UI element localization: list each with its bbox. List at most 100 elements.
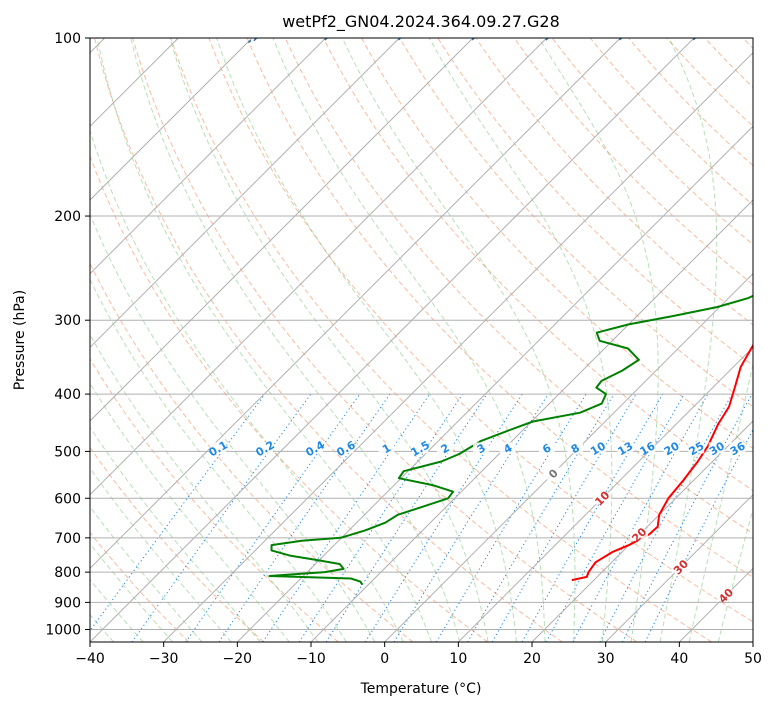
dry-adiabat <box>208 38 753 623</box>
mixing-ratio-line <box>393 393 549 642</box>
mixing-ratio-label-bg <box>639 442 656 454</box>
x-tick-label: −20 <box>223 651 253 667</box>
y-tick-label: 1000 <box>45 622 81 638</box>
plot-area: -100-90-80-70-60-50-40-30-20-10010203040… <box>90 21 753 642</box>
mixing-ratio-label-bg <box>589 442 606 454</box>
dry-adiabat <box>589 38 753 206</box>
mixing-ratio-label-bg <box>378 442 395 454</box>
isobar-grid <box>90 38 753 630</box>
mixing-ratio-line <box>298 393 464 642</box>
moist-adiabat <box>428 38 613 642</box>
mixing-ratio-line <box>521 393 664 642</box>
mixing-ratio-label-bg <box>538 442 555 454</box>
mixing-ratio-lines <box>90 393 753 642</box>
isotherm-line <box>163 51 753 642</box>
moist-adiabat <box>96 38 432 642</box>
plot-frame <box>89 37 754 643</box>
x-tick-label: 10 <box>449 651 467 667</box>
y-tick-label: 600 <box>54 491 81 507</box>
isotherm-label-bg <box>593 492 612 505</box>
isotherm-line <box>531 420 753 642</box>
mixing-ratio-line <box>90 393 266 632</box>
mixing-ratio-label-bg <box>688 442 705 454</box>
y-tick-label: 100 <box>54 31 81 47</box>
mixing-ratio-label-bg <box>617 442 634 454</box>
mixing-ratio-label-bg <box>306 442 323 454</box>
isotherm-label-bg <box>671 560 690 573</box>
mixing-ratio-label-bg <box>210 442 227 454</box>
isotherm-line <box>457 346 753 642</box>
moist-adiabat <box>90 467 232 642</box>
dry-adiabat <box>551 38 753 246</box>
isotherm-label: -40 <box>688 21 711 44</box>
dewpoint-line <box>268 294 753 586</box>
x-tick-label: 30 <box>597 651 615 667</box>
dry-adiabat <box>132 38 638 642</box>
isotherm-label: -50 <box>614 21 637 44</box>
y-tick-label: 800 <box>54 565 81 581</box>
moist-adiabat <box>272 38 546 642</box>
y-tick-label: 500 <box>54 444 81 460</box>
y-tick-label: 200 <box>54 209 81 225</box>
moist-adiabat <box>90 128 404 642</box>
mixing-ratio-label-bg <box>663 442 680 454</box>
moist-adiabat <box>90 212 376 642</box>
background-line-labels: -100-90-80-70-60-50-40-30-20-10010203040… <box>207 21 748 606</box>
dry-adiabat <box>90 531 190 642</box>
y-axis-title: Pressure (hPa) <box>12 290 28 390</box>
mixing-ratio-line <box>572 393 709 642</box>
mixing-ratio-line <box>262 393 431 642</box>
moist-adiabat <box>341 38 576 642</box>
isotherm-line <box>90 38 474 422</box>
moist-adiabat <box>688 361 753 642</box>
dry-adiabat <box>170 38 712 642</box>
isotherm-label: -90 <box>320 21 343 44</box>
x-axis-ticks: −40 −30 −20 −10 0 10 20 30 40 50 <box>75 642 762 667</box>
x-tick-label: 40 <box>670 651 688 667</box>
isotherm-line <box>90 38 548 496</box>
isotherm-label: -80 <box>393 21 416 44</box>
mixing-ratio-label-bg <box>708 442 725 454</box>
moist-adiabat <box>169 38 489 642</box>
x-tick-label: −10 <box>296 651 326 667</box>
isotherm-label: -70 <box>467 21 490 44</box>
moist-adiabat <box>130 38 461 642</box>
mixing-ratio-line <box>435 393 587 642</box>
mixing-ratio-label-bg <box>256 442 273 454</box>
isotherm-label-bg <box>716 589 735 602</box>
x-tick-label: −30 <box>149 651 179 667</box>
dry-adiabat <box>399 38 753 408</box>
isotherm-line <box>90 38 695 642</box>
moist-adiabat <box>538 38 659 642</box>
dry-adiabat <box>90 357 339 642</box>
x-tick-label: 0 <box>380 651 389 667</box>
y-tick-label: 900 <box>54 595 81 611</box>
mixing-ratio-label-bg <box>436 442 453 454</box>
mixing-ratio-label-bg <box>412 442 429 454</box>
mixing-ratio-label-bg <box>499 442 516 454</box>
dry-adiabat <box>246 38 753 578</box>
x-tick-label: 50 <box>744 651 762 667</box>
isotherm-line <box>384 272 753 642</box>
mixing-ratio-label-bg <box>567 442 584 454</box>
isotherm-line <box>90 38 327 275</box>
y-tick-label: 400 <box>54 387 81 403</box>
isotherm-label-bg <box>544 467 563 480</box>
chart-title: wetPf2_GN04.2024.364.09.27.G28 <box>282 12 560 32</box>
mixing-ratio-label-bg <box>337 442 354 454</box>
isotherm-label: -60 <box>541 21 564 44</box>
mixing-ratio-line <box>621 393 753 642</box>
x-axis-title: Temperature (°C) <box>360 681 482 697</box>
dry-adiabat <box>90 154 488 642</box>
moist-adiabat <box>90 426 261 642</box>
dry-adiabat <box>94 38 563 642</box>
isotherm-line <box>90 38 253 201</box>
moist-adiabat <box>659 38 718 642</box>
mixing-ratio-label-bg <box>729 442 746 454</box>
y-tick-label: 700 <box>54 531 81 547</box>
mixing-ratio-line <box>131 393 312 642</box>
isotherm-line <box>236 125 753 642</box>
dry-adiabat <box>437 38 753 367</box>
moist-adiabat <box>90 278 347 642</box>
